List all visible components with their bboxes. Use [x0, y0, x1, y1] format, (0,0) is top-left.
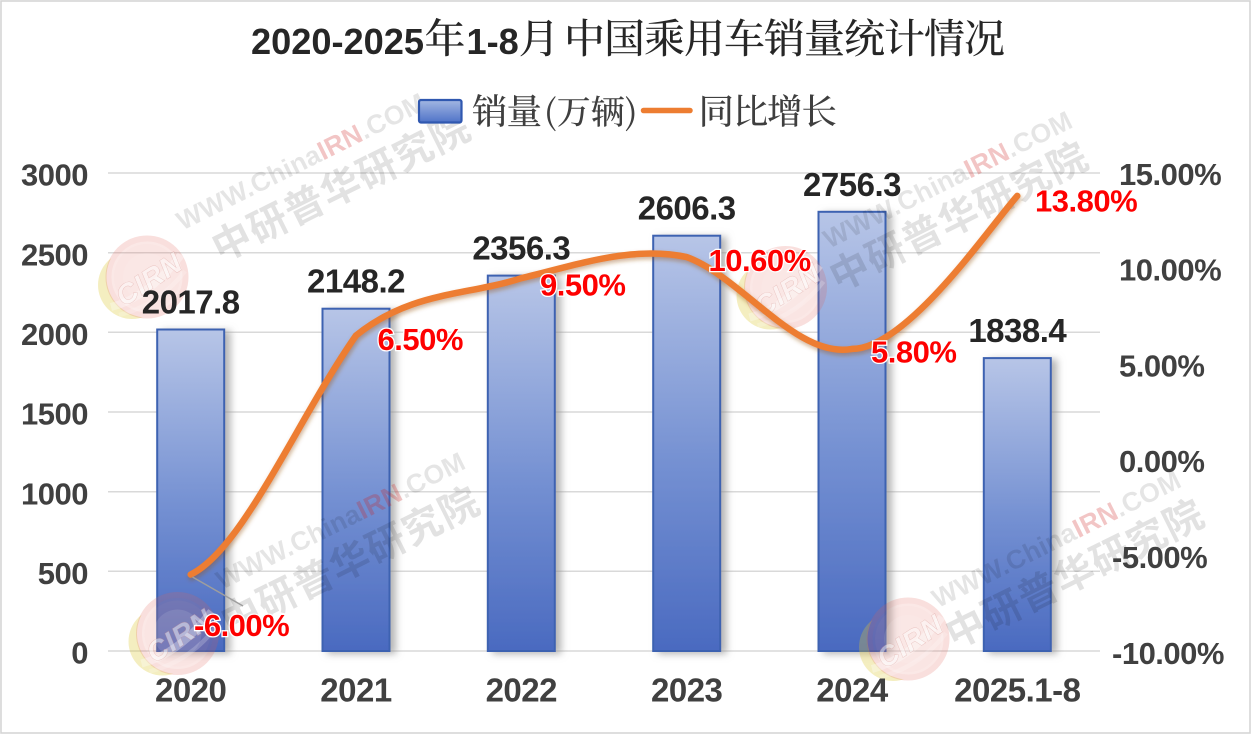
svg-text:2021: 2021 [320, 672, 392, 709]
svg-text:5.80%: 5.80% [871, 335, 956, 370]
svg-text:5.00%: 5.00% [1119, 348, 1204, 383]
svg-text:-6.00%: -6.00% [194, 608, 289, 643]
svg-text:500: 500 [38, 556, 88, 591]
svg-text:2022: 2022 [486, 672, 558, 709]
svg-text:13.80%: 13.80% [1035, 184, 1137, 219]
svg-text:2025.1-8: 2025.1-8 [954, 672, 1080, 709]
svg-text:2000: 2000 [21, 317, 88, 352]
svg-text:1838.4: 1838.4 [968, 312, 1067, 349]
svg-text:10.00%: 10.00% [1119, 253, 1221, 288]
svg-text:10.60%: 10.60% [709, 243, 811, 278]
svg-text:0.00%: 0.00% [1119, 444, 1204, 479]
svg-text:2356.3: 2356.3 [472, 230, 570, 267]
svg-text:2023: 2023 [651, 672, 723, 709]
svg-text:-10.00%: -10.00% [1112, 636, 1224, 671]
svg-text:2500: 2500 [21, 237, 88, 272]
svg-text:2020-2025: 2020-2025 [251, 21, 424, 62]
svg-text:9.50%: 9.50% [540, 268, 625, 303]
svg-text:0: 0 [71, 636, 88, 671]
svg-text:6.50%: 6.50% [378, 322, 463, 357]
svg-text:15.00%: 15.00% [1119, 157, 1221, 192]
svg-text:3000: 3000 [21, 158, 88, 193]
svg-text:2017.8: 2017.8 [142, 284, 240, 321]
svg-text:2756.3: 2756.3 [803, 166, 901, 203]
svg-text:1000: 1000 [21, 476, 88, 511]
svg-text:2606.3: 2606.3 [638, 190, 736, 227]
svg-text:-5.00%: -5.00% [1112, 540, 1207, 575]
svg-text:2148.2: 2148.2 [307, 263, 405, 300]
svg-text:1500: 1500 [21, 397, 88, 432]
svg-text:1-8: 1-8 [467, 21, 519, 62]
svg-text:2020: 2020 [155, 672, 226, 709]
svg-text:2024: 2024 [816, 672, 889, 709]
